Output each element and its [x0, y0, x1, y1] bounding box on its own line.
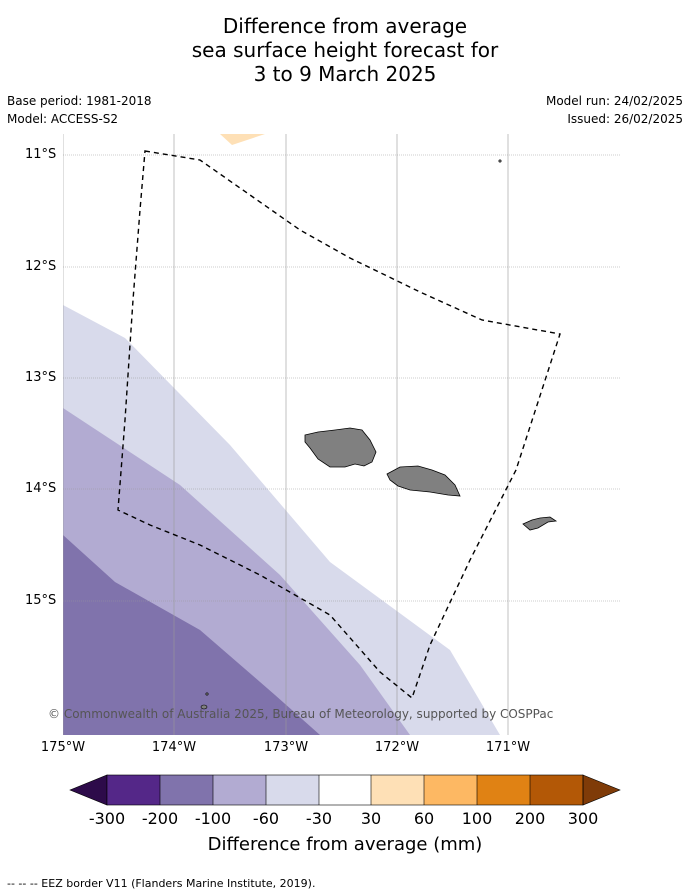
colorbar-swatch-8 — [477, 775, 530, 805]
colorbar-tick: -30 — [305, 809, 333, 828]
lat-label-13s: 13°S — [25, 370, 57, 385]
colorbar-tick: 60 — [413, 809, 435, 828]
upolu-island — [386, 465, 461, 497]
anomaly-patch-positive — [220, 134, 265, 145]
colorbar-tick: -100 — [194, 809, 232, 828]
colorbar-tick: 30 — [360, 809, 382, 828]
colorbar-swatch-9 — [530, 775, 583, 805]
lon-label-175w: 175°W — [40, 740, 86, 755]
colorbar-swatch-5 — [319, 775, 371, 805]
colorbar-label: Difference from average (mm) — [207, 834, 483, 855]
colorbar-swatch-3 — [213, 775, 266, 805]
colorbar-tick: 100 — [461, 809, 493, 828]
title-line-3: 3 to 9 March 2025 — [253, 62, 437, 86]
lat-label-12s: 12°S — [25, 259, 57, 274]
lat-label-15s: 15°S — [25, 593, 57, 608]
colorbar — [69, 774, 621, 806]
colorbar-tick: -300 — [88, 809, 126, 828]
colorbar-tick: -60 — [252, 809, 280, 828]
lat-label-14s: 14°S — [25, 481, 57, 496]
colorbar-tick: 300 — [567, 809, 599, 828]
colorbar-swatch-6 — [371, 775, 424, 805]
eez-border — [117, 150, 561, 700]
colorbar-swatch-2 — [160, 775, 213, 805]
eez-legend-note: -- -- -- EEZ border V11 (Flanders Marine… — [7, 877, 316, 890]
colorbar-swatch-1 — [107, 775, 160, 805]
gridlines — [63, 134, 620, 735]
islet-south-1 — [205, 692, 209, 696]
savaii-island — [304, 427, 377, 468]
title-line-2: sea surface height forecast for — [191, 38, 499, 62]
model-name: Model: ACCESS-S2 — [7, 112, 119, 126]
lon-label-171w: 171°W — [485, 740, 531, 755]
colorbar-extend-low — [69, 774, 108, 806]
islet-south-2 — [200, 704, 208, 710]
colorbar-swatch-7 — [424, 775, 477, 805]
sea-height-map — [63, 134, 621, 806]
islet-north — [498, 159, 502, 163]
anomaly-band-minus100-minus200 — [63, 535, 320, 735]
colorbar-tick: 200 — [514, 809, 546, 828]
lon-label-172w: 172°W — [374, 740, 420, 755]
colorbar-tick: -200 — [141, 809, 179, 828]
title-line-1: Difference from average — [222, 14, 468, 38]
copyright-notice: © Commonwealth of Australia 2025, Bureau… — [48, 707, 554, 721]
tutuila-island — [522, 516, 558, 531]
base-period: Base period: 1981-2018 — [7, 94, 152, 108]
colorbar-extend-high — [582, 774, 621, 806]
lat-label-11s: 11°S — [25, 147, 57, 162]
model-run: Model run: 24/02/2025 — [545, 94, 683, 108]
map-title: Difference from average sea surface heig… — [0, 14, 690, 86]
lon-label-173w: 173°W — [263, 740, 309, 755]
lon-label-174w: 174°W — [151, 740, 197, 755]
issued-date: Issued: 26/02/2025 — [567, 112, 683, 126]
colorbar-swatch-4 — [266, 775, 319, 805]
